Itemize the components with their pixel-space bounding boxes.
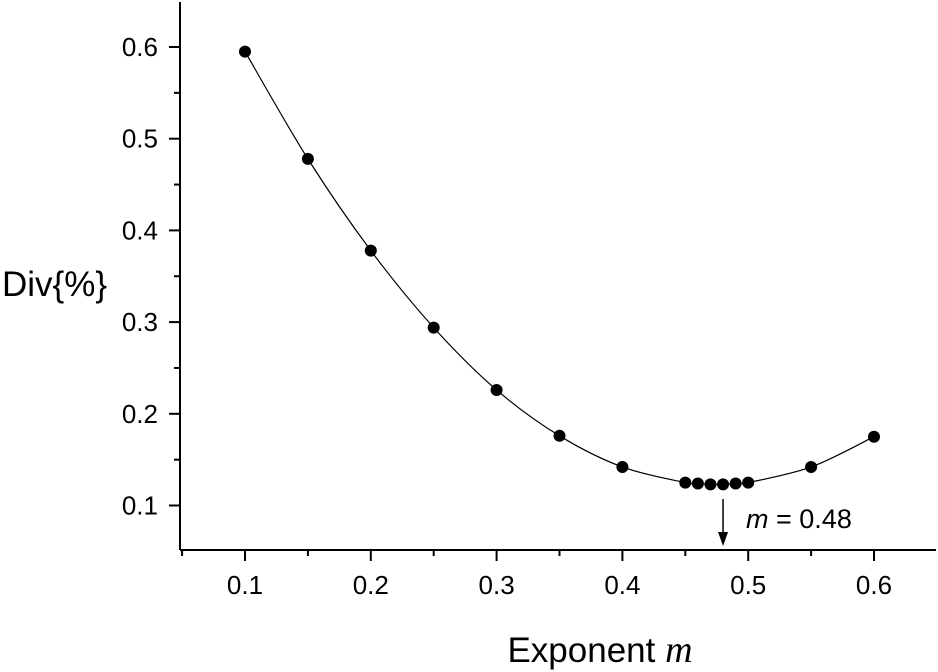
minimum-annotation: m = 0.48 <box>718 499 852 546</box>
data-points <box>239 45 880 491</box>
annotation-arrow-head <box>718 532 729 546</box>
data-point <box>301 152 314 165</box>
y-tick-label: 0.2 <box>122 399 158 429</box>
data-point <box>868 430 880 443</box>
data-point <box>679 476 692 489</box>
data-point <box>364 244 377 257</box>
data-point <box>805 460 818 473</box>
x-tick-label: 0.1 <box>227 570 263 600</box>
data-point <box>729 477 742 490</box>
y-tick-label: 0.4 <box>122 215 158 245</box>
x-tick-label: 0.6 <box>856 570 892 600</box>
x-axis-title: Exponent m <box>507 629 692 671</box>
y-tick-label: 0.1 <box>122 491 158 521</box>
data-point <box>427 321 440 334</box>
data-point <box>691 477 704 490</box>
series-line <box>244 51 875 486</box>
data-point <box>717 478 730 491</box>
data-point <box>616 460 629 473</box>
tick-labels: 0.1 0.2 0.3 0.4 0.5 0.6 0.1 0.2 0.3 0.4 0.5 0.6 <box>122 32 892 600</box>
data-point <box>704 478 717 491</box>
y-tick-label: 0.5 <box>122 124 158 154</box>
x-tick-label: 0.4 <box>604 570 640 600</box>
annotation-value: = 0.48 <box>776 504 852 534</box>
data-point <box>742 476 755 489</box>
y-tick-label: 0.6 <box>122 32 158 62</box>
x-axis-title-word: Exponent <box>507 631 655 670</box>
x-tick-label: 0.5 <box>730 570 766 600</box>
ticks <box>169 46 875 561</box>
annotation-var: m <box>746 504 769 534</box>
annotation-label: m = 0.48 <box>746 504 852 534</box>
x-tick-label: 0.3 <box>479 570 515 600</box>
data-point <box>239 45 251 58</box>
data-point <box>490 383 503 396</box>
y-axis-title: Div{%} <box>2 265 107 304</box>
x-tick-label: 0.2 <box>353 570 389 600</box>
data-point <box>553 429 566 442</box>
y-tick-label: 0.3 <box>122 307 158 337</box>
x-axis-title-var: m <box>665 629 692 671</box>
